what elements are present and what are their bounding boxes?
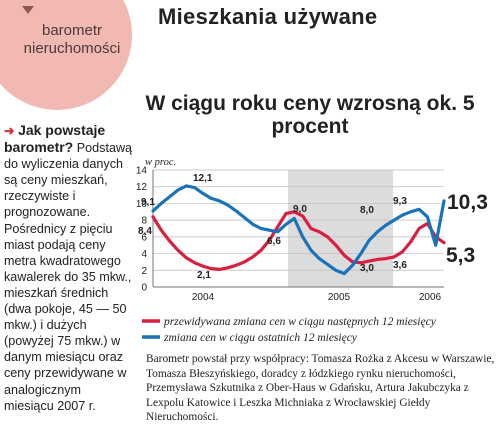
data-label: 9,3 — [393, 196, 407, 207]
data-label: 10,3 — [447, 191, 488, 214]
arrow-bullet-icon: ➜ — [4, 124, 19, 138]
sidebar-body: Podstawą do wyliczenia danych są ceny mi… — [4, 141, 133, 413]
data-label: 9,1 — [141, 197, 155, 208]
series-line-predicted — [151, 210, 446, 271]
y-tick-label: 2 — [141, 266, 147, 277]
y-tick-label: 14 — [136, 166, 148, 177]
chevron-down-icon — [22, 6, 34, 14]
year-band — [288, 170, 393, 287]
legend-label-actual: zmiana cen w ciągu ostatnich 12 miesięcy — [163, 332, 358, 344]
chart-title: W ciągu roku ceny wzrosną ok. 5 procent — [145, 92, 475, 138]
section-label: barometr nieruchomości — [23, 22, 121, 57]
sidebar-text: ➜ Jak powstaje barometr? Podstawą do wyl… — [4, 122, 134, 414]
data-label: 3,0 — [360, 263, 374, 274]
footnote: Barometr powstał przy współpracy: Tomasz… — [146, 353, 495, 423]
y-tick-label: 4 — [141, 249, 147, 260]
data-label: 3,6 — [393, 260, 407, 271]
y-axis-label: w proc. — [145, 157, 176, 168]
y-tick-label: 0 — [141, 283, 147, 294]
y-tick-label: 6 — [141, 232, 147, 243]
sidebar-lead: Jak powstaje barometr? — [4, 122, 106, 156]
series-line-actual — [151, 184, 446, 276]
y-tick-label: 10 — [136, 199, 148, 210]
data-label: 8,4 — [138, 226, 152, 237]
data-label: 8,0 — [360, 205, 374, 216]
y-tick-label: 8 — [141, 216, 147, 227]
data-label: 5,3 — [446, 244, 475, 267]
data-label: 6,6 — [267, 236, 281, 247]
data-label: 12,1 — [193, 173, 213, 184]
x-tick-label: 2005 — [328, 292, 351, 303]
data-label: 2,1 — [197, 270, 211, 281]
x-tick-label: 2004 — [192, 292, 215, 303]
x-tick-label: 2006 — [419, 292, 442, 303]
data-label: 9,0 — [293, 204, 307, 215]
page-title: Mieszkania używane — [158, 4, 378, 29]
y-tick-label: 12 — [136, 182, 148, 193]
legend-label-predicted: przewidywana zmiana cen w ciągu następny… — [163, 316, 437, 328]
